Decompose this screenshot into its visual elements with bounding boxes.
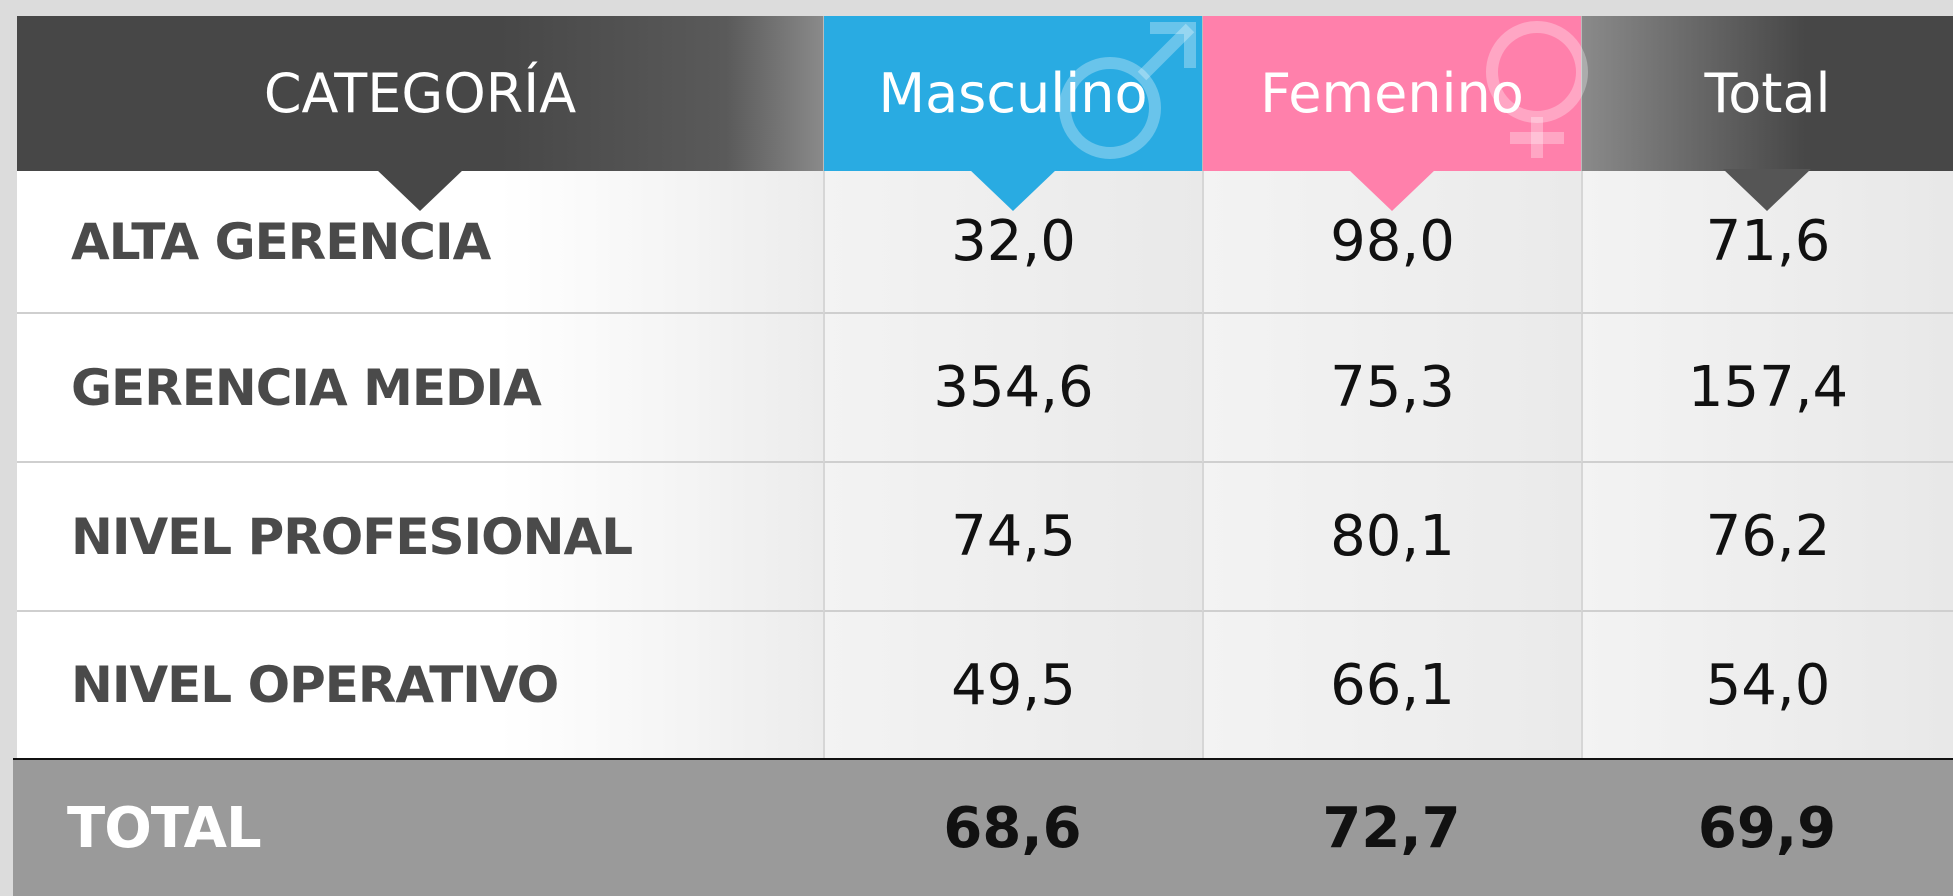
total-label: TOTAL [13,760,823,896]
row-label: GERENCIA MEDIA [17,314,823,463]
total-value: 72,7 [1202,760,1581,896]
cell-value: 354,6 [823,314,1202,463]
row-label: NIVEL OPERATIVO [17,612,823,760]
cell-value: 80,1 [1202,463,1581,612]
cell-value: 76,2 [1581,463,1953,612]
column-header: CATEGORÍA [17,16,823,171]
cell-value: 49,5 [823,612,1202,760]
header-pointer [968,169,1057,211]
header-pointer [1723,169,1811,211]
column-header: Masculino [823,16,1202,171]
cell-value: 157,4 [1581,314,1953,463]
total-value: 68,6 [823,760,1202,896]
header-pointer [1347,169,1436,211]
column-header: Femenino [1202,16,1581,171]
cell-value: 75,3 [1202,314,1581,463]
cell-value: 54,0 [1581,612,1953,760]
total-separator [13,758,1953,760]
column-header: Total [1581,16,1953,171]
cell-value: 74,5 [823,463,1202,612]
cell-value: 66,1 [1202,612,1581,760]
header-pointer [376,169,464,211]
row-label: NIVEL PROFESIONAL [17,463,823,612]
total-value: 69,9 [1581,760,1953,896]
